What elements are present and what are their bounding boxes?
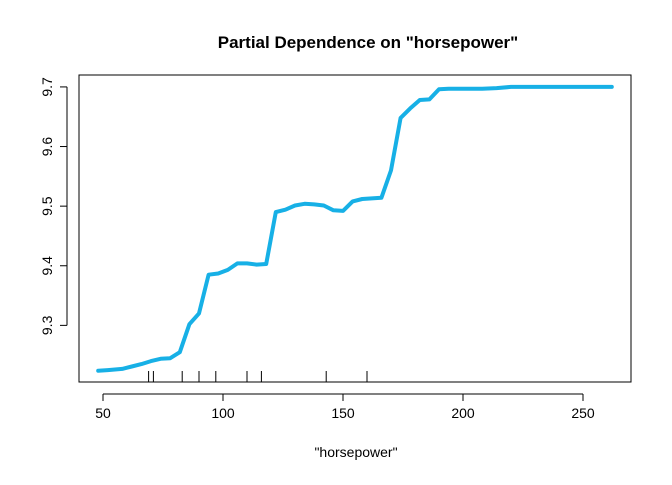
y-tick-label: 9.7 xyxy=(39,77,55,97)
y-tick-label: 9.3 xyxy=(39,315,55,335)
x-axis-label: "horsepower" xyxy=(314,444,397,460)
x-axis: 50 100 150 200 250 xyxy=(95,393,595,421)
rug-marks xyxy=(148,371,368,382)
series-group xyxy=(96,84,614,373)
x-tick-label: 100 xyxy=(211,405,235,421)
plot-frame xyxy=(78,74,632,383)
y-tick-label: 9.4 xyxy=(39,256,55,276)
x-tick-label: 50 xyxy=(95,405,111,421)
y-tick-label: 9.6 xyxy=(39,137,55,157)
chart-title: Partial Dependence on "horsepower" xyxy=(218,33,518,52)
x-tick-label: 150 xyxy=(331,405,355,421)
x-tick-label: 250 xyxy=(571,405,595,421)
x-tick-label: 200 xyxy=(451,405,475,421)
y-axis: 9.3 9.4 9.5 9.6 9.7 xyxy=(39,77,68,335)
series-line xyxy=(96,84,614,373)
y-tick-label: 9.5 xyxy=(39,196,55,216)
